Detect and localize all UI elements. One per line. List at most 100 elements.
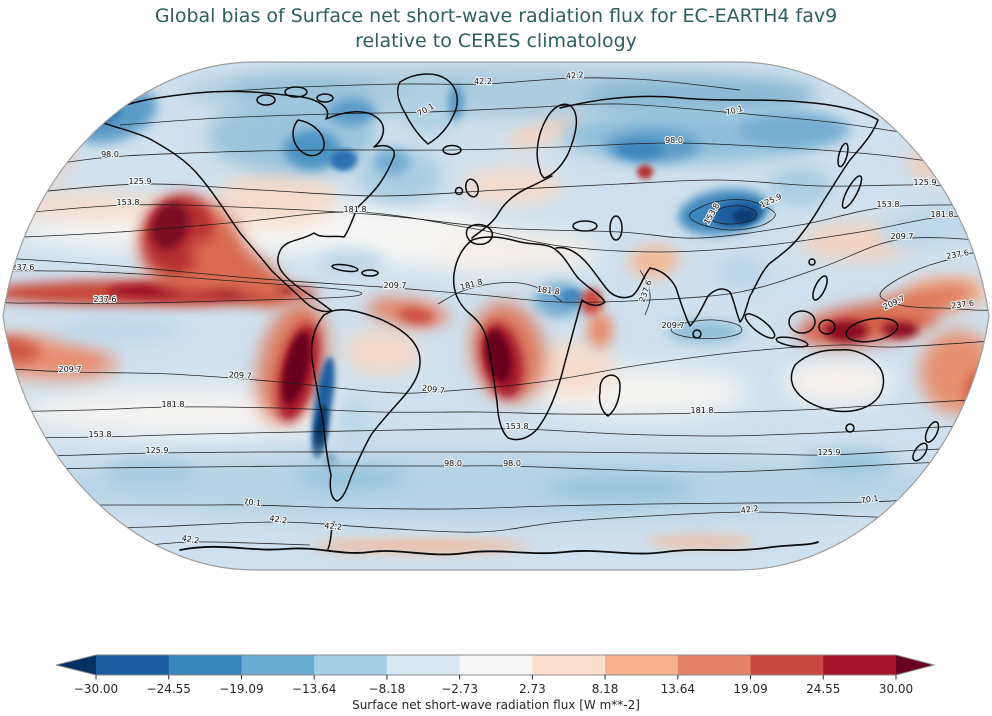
coast-arctic-island-3 bbox=[316, 93, 334, 103]
coast-antarctic-peninsula bbox=[327, 521, 335, 550]
bias-trop-atlantic-red-core bbox=[398, 308, 434, 324]
bias-namibia-coast-core bbox=[485, 330, 511, 382]
colorbar-label: Surface net short-wave radiation flux [W… bbox=[352, 698, 640, 712]
contour-line-237.6 bbox=[879, 247, 989, 311]
contour-line-209.7 bbox=[670, 319, 743, 339]
contour-line-70.1 bbox=[3, 495, 961, 510]
bias-left-edge-n-pink bbox=[3, 129, 73, 181]
bias-e-africa-red bbox=[587, 312, 613, 348]
bias-sa-interior-pink bbox=[344, 330, 420, 374]
coast-iberia bbox=[465, 223, 494, 246]
contour-line-209.7 bbox=[3, 237, 989, 303]
bias-southern-ocean-deep-3 bbox=[805, 449, 895, 475]
bias-ne-china-blue bbox=[768, 166, 832, 206]
contour-label: 209.7 bbox=[59, 365, 82, 374]
bias-arabian-sea-pink bbox=[629, 246, 681, 278]
contour-label: 98.0 bbox=[503, 459, 521, 468]
contour-line-153.8 bbox=[3, 423, 989, 439]
contour-label: 181.8 bbox=[162, 400, 185, 409]
contour-line-125.9 bbox=[7, 179, 989, 197]
coast-nz-north bbox=[924, 421, 940, 443]
bias-tibet-darkest bbox=[732, 208, 756, 224]
contour-label: 42.2 bbox=[740, 504, 759, 515]
contour-label: 181.8 bbox=[931, 210, 954, 219]
bias-baja-mexico-core bbox=[151, 202, 189, 250]
contour-label: 98.0 bbox=[101, 150, 119, 159]
bias-antarctic-coast-pink-w bbox=[310, 539, 530, 553]
coastlines bbox=[95, 73, 940, 556]
colorbar-tick-label: 24.55 bbox=[806, 682, 840, 696]
contour-line-209.7 bbox=[3, 339, 989, 394]
colorbar-segment bbox=[605, 655, 679, 675]
colorbar-tick-label: −30.00 bbox=[74, 682, 118, 696]
contour-label: 42.2 bbox=[474, 77, 492, 86]
coast-hudson-bay bbox=[292, 119, 325, 157]
bias-quebec-core bbox=[330, 149, 358, 171]
coast-java bbox=[775, 336, 809, 348]
contour-label: 209.7 bbox=[228, 370, 251, 380]
contour-label: 209.7 bbox=[384, 281, 407, 290]
coast-hispaniola bbox=[361, 269, 379, 277]
bias-siberia-dark bbox=[616, 141, 664, 159]
contour-line-125.9 bbox=[3, 445, 989, 459]
contour-line-153.8 bbox=[3, 204, 989, 239]
bias-s-africa-interior-pink bbox=[535, 342, 615, 394]
coast-greenland bbox=[397, 73, 459, 145]
coast-antarctica bbox=[179, 541, 819, 556]
coast-new-guinea bbox=[845, 317, 899, 343]
colorbar-segment bbox=[823, 655, 897, 675]
colorbar-tick-label: 8.18 bbox=[592, 682, 619, 696]
bias-southern-ocean-deep-4 bbox=[105, 459, 195, 485]
bias-arctic-deep-w bbox=[225, 76, 375, 104]
contour-label: 125.9 bbox=[146, 446, 169, 455]
colorbar-segment bbox=[314, 655, 388, 675]
coast-south-america bbox=[310, 308, 421, 502]
figure-title: Global bias of Surface net short-wave ra… bbox=[0, 4, 992, 54]
bias-right-edge-n-pink bbox=[907, 144, 983, 180]
bias-peru-coast-core bbox=[282, 332, 310, 404]
contour-line-181.8 bbox=[3, 211, 989, 253]
bias-kazakh-red-spot bbox=[637, 165, 653, 179]
contour-label: 153.8 bbox=[877, 200, 900, 209]
bias-arctic-deep-e bbox=[585, 79, 815, 113]
colorbar-tick-label: −13.64 bbox=[292, 682, 336, 696]
bias-congo-blue-core bbox=[561, 289, 583, 305]
contour-label: 181.8 bbox=[344, 205, 367, 214]
contour-label: 42.2 bbox=[181, 534, 200, 546]
contour-line-42.2 bbox=[139, 541, 311, 547]
coast-africa bbox=[452, 236, 606, 441]
contour-line-42.2 bbox=[59, 511, 941, 533]
bias-w-pacific-red-band bbox=[880, 283, 976, 317]
contour-label: 70.1 bbox=[860, 494, 879, 505]
contour-line-98 bbox=[3, 459, 989, 473]
contour-label: 209.7 bbox=[891, 232, 914, 241]
coast-tasmania bbox=[845, 423, 855, 433]
colorbar-segment bbox=[532, 655, 606, 675]
bias-new-guinea-core-w bbox=[824, 320, 868, 342]
contour-label: 125.9 bbox=[914, 178, 937, 187]
coast-philippines bbox=[812, 275, 828, 301]
coast-iceland bbox=[442, 144, 462, 156]
contour-line-153.8 bbox=[711, 205, 758, 225]
colorbar-segment bbox=[241, 655, 315, 675]
bias-central-america-red bbox=[191, 238, 289, 306]
coast-north-america bbox=[95, 90, 395, 313]
bias-greenland-blue bbox=[400, 78, 460, 134]
contour-line-237.6 bbox=[3, 270, 363, 304]
coast-sakhalin bbox=[837, 142, 849, 168]
colorbar-extend-left bbox=[56, 655, 96, 675]
bias-caribbean-blue bbox=[320, 252, 384, 272]
bias-europe-pink bbox=[460, 168, 564, 204]
contour-label: 42.2 bbox=[324, 521, 343, 532]
coast-sulawesi bbox=[818, 319, 836, 335]
bias-s-pacific-left-core bbox=[3, 336, 40, 364]
colorbar-tick-label: 30.00 bbox=[879, 682, 913, 696]
contour-label: 70.1 bbox=[725, 104, 745, 117]
bias-norway-coast-pink bbox=[506, 111, 586, 149]
contour-label: 153.8 bbox=[117, 198, 140, 207]
contour-line-70.1 bbox=[119, 103, 901, 133]
coast-japan bbox=[841, 175, 863, 209]
colorbar-segment bbox=[677, 655, 752, 675]
contour-label: 125.9 bbox=[818, 448, 841, 457]
world-map: 42.2 42.2 70.1 70.1 98.0 98.0 125.9 125.9 125.9 1… bbox=[2, 61, 990, 571]
